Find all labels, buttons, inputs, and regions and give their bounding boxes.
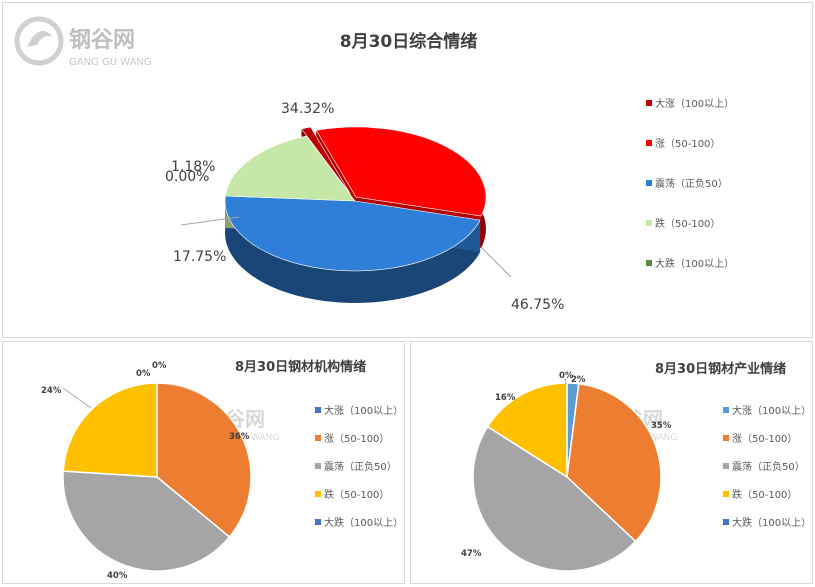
legend-marker-0 <box>646 100 652 106</box>
institution-sentiment-panel: 钢谷网 GANG GU WANG 8月30日钢材机构情绪 0%36%40%24%… <box>2 341 405 584</box>
data-label-1: 36% <box>229 432 250 442</box>
legend-label-0: 大涨（100以上） <box>732 404 811 417</box>
legend-label-3: 跌（50-100） <box>324 488 389 501</box>
pie-slice-1 <box>566 382 662 543</box>
legend-label-3: 跌（50-100） <box>655 217 720 230</box>
legend-label-0: 大涨（100以上） <box>655 97 734 110</box>
overall-pie-chart: 1.18% 34.32% 46.75% 17.75% 0.00% 大涨（100以上） 涨（5… <box>165 97 734 313</box>
legend-marker-2 <box>315 463 321 469</box>
chart-title: 8月30日综合情绪 <box>339 32 478 52</box>
data-label-2: 46.75% <box>511 297 564 313</box>
watermark-logo: 钢谷网 GANG GU WANG <box>14 16 152 68</box>
legend-marker-1 <box>315 435 321 441</box>
leader-line-3 <box>180 216 240 226</box>
data-label-3: 24% <box>41 386 62 396</box>
overall-sentiment-panel: 钢谷网 GANG GU WANG 8月30日综合情绪 1.18% 34.32% 46… <box>2 2 813 338</box>
legend-marker-4 <box>315 519 321 525</box>
legend-marker-1 <box>646 140 652 146</box>
data-label-2: 47% <box>461 549 482 559</box>
pie-slice-0 <box>301 126 351 194</box>
data-label-4: 0% <box>136 369 151 379</box>
industry-sentiment-panel: 钢谷网 GANG GU WANG 8月30日钢材产业情绪 2%35%47%16%… <box>410 341 813 584</box>
watermark-text: 钢谷网 <box>69 27 135 53</box>
data-label-1: 35% <box>651 421 672 431</box>
data-label-4: 0.00% <box>165 169 209 185</box>
chart-title: 8月30日钢材机构情绪 <box>235 360 367 375</box>
legend-label-1: 涨（50-100） <box>732 433 797 445</box>
pie-slice-1 <box>315 126 487 217</box>
data-label-1: 34.32% <box>281 101 334 117</box>
data-label-0: 1.18% <box>171 159 215 175</box>
leader-line-3 <box>62 387 92 409</box>
leader-line-4 <box>564 378 567 385</box>
legend-label-2: 震荡（正负50） <box>324 460 397 473</box>
legend-label-1: 涨（50-100） <box>324 433 389 445</box>
industry-pie-chart: 2% 35% 47% 16% 0% 大涨（100以上） 涨（50-100） 震荡（正负50） 跌… <box>461 371 811 572</box>
data-label-2: 40% <box>107 571 128 581</box>
legend-label-1: 涨（50-100） <box>655 138 720 150</box>
legend-marker-0 <box>315 407 321 413</box>
pie-slice-2 <box>224 195 481 272</box>
watermark-subtext: GANG GU WANG <box>69 57 152 68</box>
data-label-0: 2% <box>571 375 586 385</box>
pie-slice-3 <box>224 135 356 202</box>
legend-marker-2 <box>646 180 652 186</box>
pie-slice-2 <box>472 425 637 572</box>
legend-marker-0 <box>723 407 729 413</box>
legend-label-4: 大跌（100以上） <box>732 516 811 529</box>
legend-marker-4 <box>723 519 729 525</box>
legend-label-3: 跌（50-100） <box>732 488 797 501</box>
legend-marker-1 <box>723 435 729 441</box>
pie-slice-2 <box>62 470 231 572</box>
legend-marker-3 <box>723 491 729 497</box>
watermark-icon <box>14 16 64 66</box>
pie-slice-3 <box>486 382 568 479</box>
legend-label-2: 震荡（正负50） <box>655 177 728 190</box>
pie-slice-3 <box>62 382 158 478</box>
legend-marker-2 <box>723 463 729 469</box>
data-label-4: 0% <box>559 371 574 381</box>
data-label-3: 16% <box>495 393 516 403</box>
legend-marker-3 <box>315 491 321 497</box>
legend-marker-4 <box>646 260 652 266</box>
legend-marker-3 <box>646 220 652 226</box>
legend-label-4: 大跌（100以上） <box>324 516 403 529</box>
data-label-0: 0% <box>152 361 167 371</box>
legend-label-0: 大涨（100以上） <box>324 404 403 417</box>
chart-title: 8月30日钢材产业情绪 <box>655 362 787 377</box>
pie-slice-1 <box>156 382 252 538</box>
legend-label-2: 震荡（正负50） <box>732 460 805 473</box>
leader-line-2 <box>480 246 512 278</box>
legend-label-4: 大跌（100以上） <box>655 257 734 270</box>
data-label-3: 17.75% <box>173 249 226 265</box>
institution-pie-chart: 0% 36% 40% 24% 0% 大涨（100以上） 涨（50-100） 震荡（正负50） 跌… <box>41 361 403 581</box>
